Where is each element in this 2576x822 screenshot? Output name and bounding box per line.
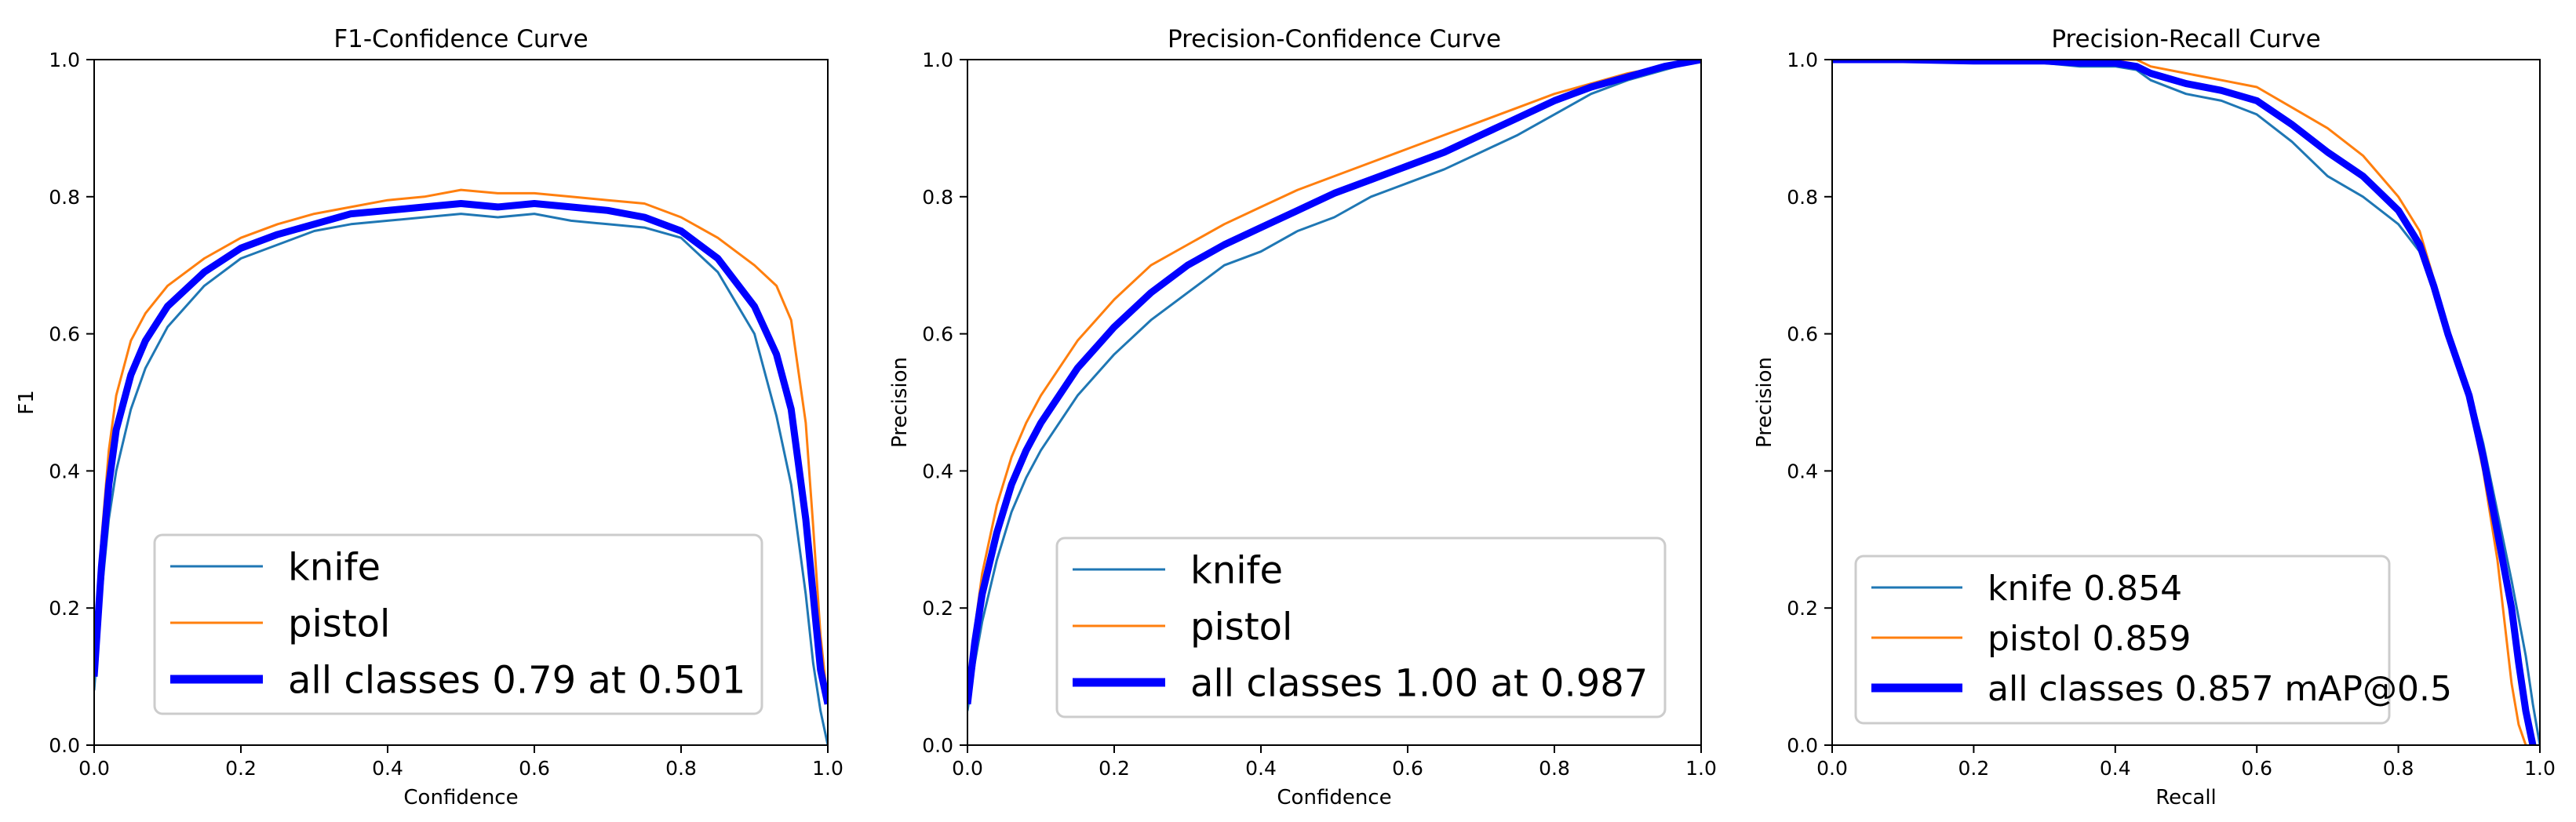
y-tick-label: 0.4 — [922, 460, 953, 482]
y-tick-label: 0.2 — [922, 597, 953, 620]
series-line-1 — [94, 213, 828, 745]
series-line-3 — [1832, 60, 2537, 745]
series-line-2 — [1832, 60, 2527, 745]
legend: knife pistol all classes 0.79 at 0.501 — [153, 533, 763, 715]
x-tick-label: 0.0 — [78, 757, 110, 780]
x-tick-label: 1.0 — [2524, 757, 2556, 780]
series-line-3 — [94, 200, 828, 705]
x-tick-label: 0.2 — [1099, 757, 1130, 780]
y-tick-label: 0.2 — [49, 597, 80, 620]
x-tick-label: 0.8 — [2383, 757, 2414, 780]
x-tick-label: 0.4 — [2100, 757, 2131, 780]
x-axis-label: Confidence — [403, 786, 518, 809]
y-tick-label: 0.6 — [922, 323, 953, 346]
y-tick-label: 1.0 — [1787, 49, 1818, 71]
y-tick-label: 0.0 — [922, 734, 953, 757]
y-tick-label: 1.0 — [49, 49, 80, 71]
plot-frame — [967, 59, 1702, 746]
y-tick-label: 0.8 — [922, 186, 953, 209]
x-tick-label: 0.8 — [665, 757, 697, 780]
x-tick-label: 0.6 — [2241, 757, 2272, 780]
legend: knife 0.854 pistol 0.859 all classes 0.857… — [1854, 555, 2452, 725]
y-tick-label: 0.2 — [1787, 597, 1818, 620]
plot-frame — [1831, 59, 2541, 746]
legend-label: knife — [1190, 548, 1283, 592]
legend-label: all classes 0.79 at 0.501 — [288, 658, 745, 702]
x-tick-label: 0.6 — [519, 757, 550, 780]
legend-label: all classes 1.00 at 0.987 — [1190, 661, 1648, 705]
series-line-2 — [967, 60, 1701, 697]
chart-title: Precision-Recall Curve — [2051, 25, 2320, 53]
legend-frame — [153, 533, 763, 715]
series-line-3 — [967, 60, 1701, 705]
legend: knife pistol all classes 1.00 at 0.987 — [1055, 536, 1667, 718]
x-tick-label: 0.0 — [952, 757, 983, 780]
legend-label: knife 0.854 — [1988, 569, 2182, 609]
legend-label: pistol 0.859 — [1988, 619, 2191, 659]
legend-label: knife — [288, 545, 381, 589]
chart-panel-1: 0.0 0.2 0.4 0.6 0.8 1.0 0.0 0.2 0.4 0.6 0.8 1.0 F1-C… — [15, 25, 843, 809]
x-tick-label: 1.0 — [1685, 757, 1717, 780]
series-line-1 — [967, 60, 1701, 711]
x-tick-label: 0.4 — [372, 757, 403, 780]
series-line-2 — [94, 188, 828, 704]
chart-panel-2: 0.0 0.2 0.4 0.6 0.8 1.0 0.0 0.2 0.4 0.6 0.8 1.0 Prec… — [888, 25, 1717, 809]
x-tick-label: 0.2 — [1958, 757, 1990, 780]
x-tick-label: 0.2 — [225, 757, 257, 780]
x-axis-label: Recall — [2155, 786, 2217, 809]
legend-label: pistol — [288, 602, 390, 646]
x-axis-label: Confidence — [1277, 786, 1391, 809]
y-tick-label: 1.0 — [922, 49, 953, 71]
y-tick-label: 0.6 — [1787, 323, 1818, 346]
y-tick-label: 0.4 — [49, 460, 80, 482]
y-tick-label: 0.0 — [49, 734, 80, 757]
chart-title: F1-Confidence Curve — [333, 25, 588, 53]
y-axis-label: Precision — [888, 357, 912, 448]
legend-frame — [1055, 536, 1667, 718]
legend-label: pistol — [1190, 605, 1292, 649]
y-tick-label: 0.8 — [1787, 186, 1818, 209]
plot-frame — [93, 59, 829, 746]
y-axis-label: F1 — [15, 390, 38, 415]
x-tick-label: 0.6 — [1392, 757, 1423, 780]
x-tick-label: 0.8 — [1539, 757, 1570, 780]
legend-frame — [1854, 555, 2391, 725]
legend-label: all classes 0.857 mAP@0.5 — [1988, 669, 2452, 709]
x-tick-label: 1.0 — [812, 757, 843, 780]
y-axis-label: Precision — [1753, 357, 1776, 448]
y-tick-label: 0.4 — [1787, 460, 1818, 482]
y-tick-label: 0.8 — [49, 186, 80, 209]
x-tick-label: 0.0 — [1816, 757, 1848, 780]
chart-title: Precision-Confidence Curve — [1168, 25, 1501, 53]
chart-panel-3: 0.0 0.2 0.4 0.6 0.8 1.0 0.0 0.2 0.4 0.6 0.8 1.0 Prec… — [1753, 25, 2556, 809]
x-tick-label: 0.4 — [1245, 757, 1277, 780]
y-tick-label: 0.6 — [49, 323, 80, 346]
y-tick-label: 0.0 — [1787, 734, 1818, 757]
